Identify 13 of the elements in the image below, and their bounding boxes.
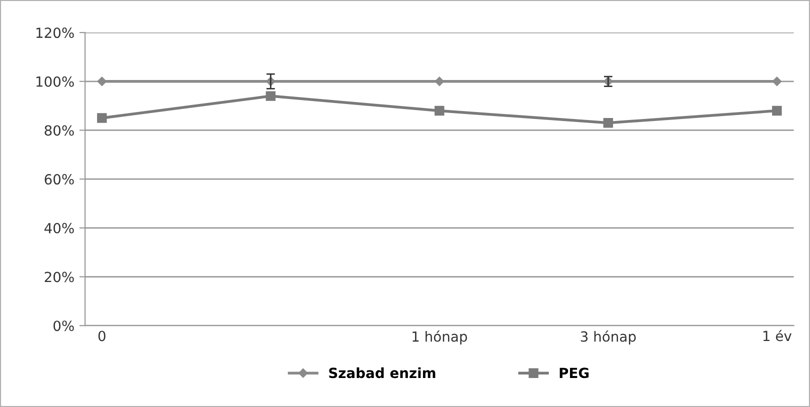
y-tick-label: 120% <box>36 28 74 38</box>
legend-label: PEG <box>560 368 589 378</box>
y-tick-label: 80% <box>44 125 74 136</box>
y-tick-label: 0% <box>54 320 74 332</box>
y-tick-label: 40% <box>44 222 74 234</box>
x-tick-label: 0 <box>98 330 106 342</box>
x-tick-label: 1 év <box>763 330 792 342</box>
y-tick-label: 100% <box>36 76 74 87</box>
y-tick-label: 20% <box>44 272 74 282</box>
y-tick-label: 60% <box>44 174 74 185</box>
legend-label: Szabad enzim <box>329 367 436 378</box>
x-tick-label: 1 hónap <box>412 330 468 344</box>
x-tick-label: 3 hónap <box>580 330 636 344</box>
